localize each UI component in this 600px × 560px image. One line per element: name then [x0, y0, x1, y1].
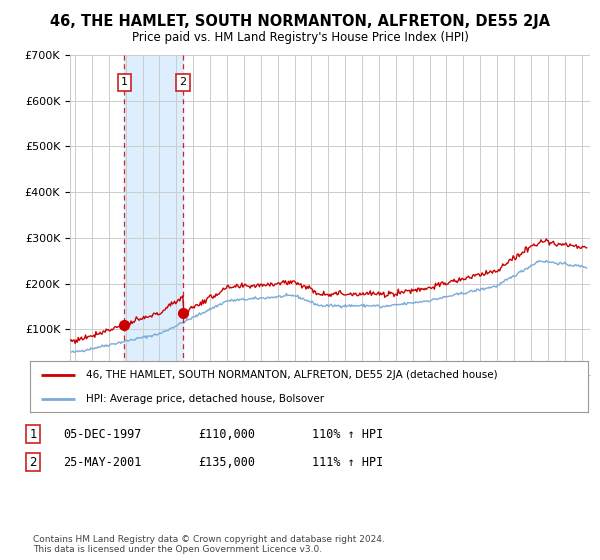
Text: 110% ↑ HPI: 110% ↑ HPI: [312, 427, 383, 441]
Text: Price paid vs. HM Land Registry's House Price Index (HPI): Price paid vs. HM Land Registry's House …: [131, 31, 469, 44]
Text: 111% ↑ HPI: 111% ↑ HPI: [312, 455, 383, 469]
Text: £135,000: £135,000: [198, 455, 255, 469]
Text: 05-DEC-1997: 05-DEC-1997: [63, 427, 142, 441]
Text: Contains HM Land Registry data © Crown copyright and database right 2024.
This d: Contains HM Land Registry data © Crown c…: [33, 535, 385, 554]
Text: 2: 2: [179, 77, 187, 87]
Text: HPI: Average price, detached house, Bolsover: HPI: Average price, detached house, Bols…: [86, 394, 324, 404]
Bar: [124, 55, 183, 375]
Text: 2: 2: [29, 455, 37, 469]
Text: 1: 1: [121, 77, 128, 87]
Text: 46, THE HAMLET, SOUTH NORMANTON, ALFRETON, DE55 2JA (detached house): 46, THE HAMLET, SOUTH NORMANTON, ALFRETO…: [86, 370, 497, 380]
Text: 25-MAY-2001: 25-MAY-2001: [63, 455, 142, 469]
Text: £110,000: £110,000: [198, 427, 255, 441]
Text: 1: 1: [29, 427, 37, 441]
Text: 46, THE HAMLET, SOUTH NORMANTON, ALFRETON, DE55 2JA: 46, THE HAMLET, SOUTH NORMANTON, ALFRETO…: [50, 14, 550, 29]
